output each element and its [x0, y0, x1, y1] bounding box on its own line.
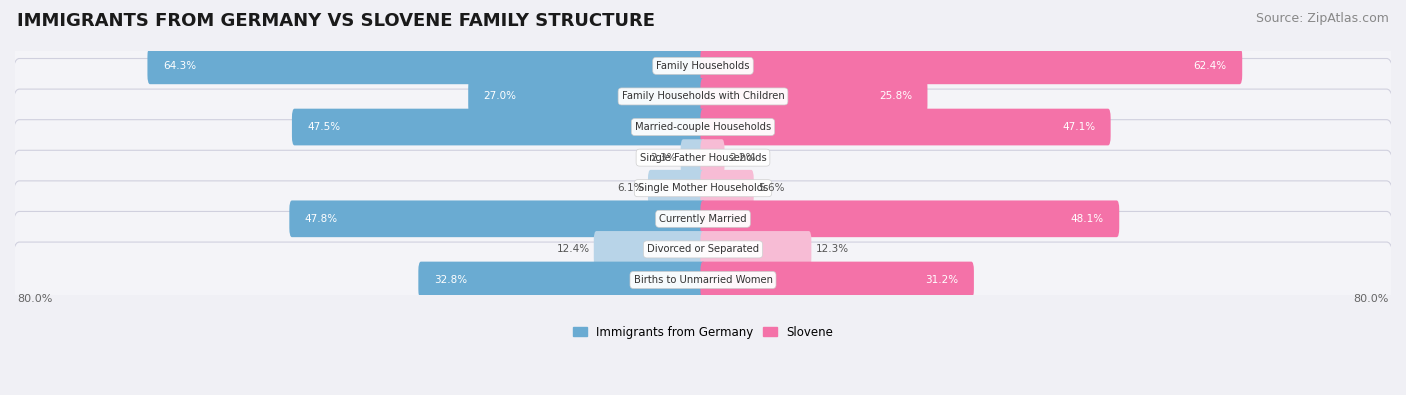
FancyBboxPatch shape: [700, 78, 928, 115]
FancyBboxPatch shape: [700, 47, 1243, 84]
FancyBboxPatch shape: [648, 170, 706, 207]
FancyBboxPatch shape: [13, 242, 1393, 318]
Text: Family Households: Family Households: [657, 61, 749, 71]
Text: 31.2%: 31.2%: [925, 275, 959, 285]
Text: Married-couple Households: Married-couple Households: [636, 122, 770, 132]
Text: 12.3%: 12.3%: [815, 245, 849, 254]
FancyBboxPatch shape: [13, 28, 1393, 104]
Text: Births to Unmarried Women: Births to Unmarried Women: [634, 275, 772, 285]
Text: Single Father Households: Single Father Households: [640, 152, 766, 163]
Text: Currently Married: Currently Married: [659, 214, 747, 224]
FancyBboxPatch shape: [290, 200, 706, 237]
FancyBboxPatch shape: [292, 109, 706, 145]
FancyBboxPatch shape: [468, 78, 706, 115]
Text: Family Households with Children: Family Households with Children: [621, 91, 785, 102]
Text: 2.3%: 2.3%: [650, 152, 676, 163]
FancyBboxPatch shape: [700, 109, 1111, 145]
Text: 64.3%: 64.3%: [163, 61, 195, 71]
FancyBboxPatch shape: [148, 47, 706, 84]
Text: 32.8%: 32.8%: [434, 275, 467, 285]
Text: Divorced or Separated: Divorced or Separated: [647, 245, 759, 254]
FancyBboxPatch shape: [13, 58, 1393, 134]
Text: 27.0%: 27.0%: [484, 91, 516, 102]
FancyBboxPatch shape: [419, 261, 706, 298]
Legend: Immigrants from Germany, Slovene: Immigrants from Germany, Slovene: [568, 321, 838, 343]
Text: IMMIGRANTS FROM GERMANY VS SLOVENE FAMILY STRUCTURE: IMMIGRANTS FROM GERMANY VS SLOVENE FAMIL…: [17, 12, 655, 30]
Text: 80.0%: 80.0%: [1353, 294, 1388, 305]
Text: 12.4%: 12.4%: [557, 245, 589, 254]
Text: 6.1%: 6.1%: [617, 183, 644, 193]
Text: 47.1%: 47.1%: [1062, 122, 1095, 132]
Text: 5.6%: 5.6%: [758, 183, 785, 193]
Text: 48.1%: 48.1%: [1070, 214, 1104, 224]
Text: 25.8%: 25.8%: [879, 91, 912, 102]
Text: 80.0%: 80.0%: [18, 294, 53, 305]
FancyBboxPatch shape: [700, 261, 974, 298]
FancyBboxPatch shape: [700, 231, 811, 268]
Text: 62.4%: 62.4%: [1194, 61, 1227, 71]
FancyBboxPatch shape: [681, 139, 706, 176]
Text: 2.2%: 2.2%: [728, 152, 755, 163]
FancyBboxPatch shape: [13, 150, 1393, 226]
Text: 47.5%: 47.5%: [308, 122, 340, 132]
FancyBboxPatch shape: [13, 120, 1393, 196]
FancyBboxPatch shape: [13, 181, 1393, 257]
FancyBboxPatch shape: [593, 231, 706, 268]
FancyBboxPatch shape: [700, 200, 1119, 237]
FancyBboxPatch shape: [700, 170, 754, 207]
Text: Single Mother Households: Single Mother Households: [638, 183, 768, 193]
Text: 47.8%: 47.8%: [305, 214, 337, 224]
FancyBboxPatch shape: [700, 139, 724, 176]
FancyBboxPatch shape: [13, 211, 1393, 287]
Text: Source: ZipAtlas.com: Source: ZipAtlas.com: [1256, 12, 1389, 25]
FancyBboxPatch shape: [13, 89, 1393, 165]
